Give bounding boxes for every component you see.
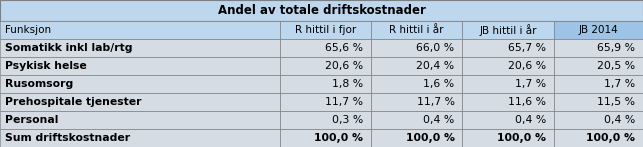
Text: 20,5 %: 20,5 % <box>597 61 635 71</box>
Bar <box>280 129 371 147</box>
Bar <box>554 75 643 93</box>
Bar <box>0 21 280 39</box>
Text: 65,9 %: 65,9 % <box>597 43 635 53</box>
Bar <box>554 93 643 111</box>
Text: Rusomsorg: Rusomsorg <box>5 79 73 89</box>
Text: 100,0 %: 100,0 % <box>406 133 455 143</box>
Text: 65,7 %: 65,7 % <box>508 43 546 53</box>
Text: R hittil i år: R hittil i år <box>390 25 444 35</box>
Bar <box>462 111 554 129</box>
Text: JB hittil i år: JB hittil i år <box>479 24 537 36</box>
Bar <box>0 111 280 129</box>
Text: 1,8 %: 1,8 % <box>332 79 363 89</box>
Text: 0,3 %: 0,3 % <box>332 115 363 125</box>
Text: 0,4 %: 0,4 % <box>604 115 635 125</box>
Text: 0,4 %: 0,4 % <box>514 115 546 125</box>
Text: Andel av totale driftskostnader: Andel av totale driftskostnader <box>217 4 426 17</box>
Bar <box>371 39 462 57</box>
Bar <box>371 93 462 111</box>
Text: JB 2014: JB 2014 <box>579 25 618 35</box>
Bar <box>462 93 554 111</box>
Bar <box>554 129 643 147</box>
Text: 100,0 %: 100,0 % <box>586 133 635 143</box>
Bar <box>462 21 554 39</box>
Bar <box>554 111 643 129</box>
Text: 100,0 %: 100,0 % <box>314 133 363 143</box>
Bar <box>0 129 280 147</box>
Text: 11,5 %: 11,5 % <box>597 97 635 107</box>
Text: R hittil i fjor: R hittil i fjor <box>294 25 356 35</box>
Text: Psykisk helse: Psykisk helse <box>5 61 87 71</box>
Text: 11,7 %: 11,7 % <box>417 97 455 107</box>
Bar <box>462 129 554 147</box>
Text: 1,7 %: 1,7 % <box>604 79 635 89</box>
Text: 1,6 %: 1,6 % <box>424 79 455 89</box>
Bar <box>371 129 462 147</box>
Bar <box>554 57 643 75</box>
Text: 65,6 %: 65,6 % <box>325 43 363 53</box>
Text: 66,0 %: 66,0 % <box>417 43 455 53</box>
Text: Sum driftskostnader: Sum driftskostnader <box>5 133 131 143</box>
Text: Funksjon: Funksjon <box>5 25 51 35</box>
Text: Prehospitale tjenester: Prehospitale tjenester <box>5 97 141 107</box>
Bar <box>371 75 462 93</box>
Bar <box>462 57 554 75</box>
Bar <box>0 57 280 75</box>
Text: 20,6 %: 20,6 % <box>508 61 546 71</box>
Bar <box>371 111 462 129</box>
Bar <box>462 39 554 57</box>
Bar <box>554 21 643 39</box>
Text: 20,4 %: 20,4 % <box>417 61 455 71</box>
Bar <box>0 39 280 57</box>
Bar <box>371 57 462 75</box>
Bar <box>280 93 371 111</box>
Bar <box>280 21 371 39</box>
Text: 100,0 %: 100,0 % <box>497 133 546 143</box>
Bar <box>0 75 280 93</box>
Bar <box>280 75 371 93</box>
Bar <box>280 111 371 129</box>
Bar <box>280 39 371 57</box>
Text: Somatikk inkl lab/rtg: Somatikk inkl lab/rtg <box>5 43 132 53</box>
Bar <box>280 57 371 75</box>
Bar <box>554 39 643 57</box>
Text: 11,6 %: 11,6 % <box>508 97 546 107</box>
Text: 20,6 %: 20,6 % <box>325 61 363 71</box>
Text: 1,7 %: 1,7 % <box>515 79 546 89</box>
Bar <box>371 21 462 39</box>
Text: 0,4 %: 0,4 % <box>423 115 455 125</box>
Bar <box>462 75 554 93</box>
Text: Personal: Personal <box>5 115 59 125</box>
Bar <box>0 93 280 111</box>
Text: 11,7 %: 11,7 % <box>325 97 363 107</box>
Bar <box>0 0 643 21</box>
